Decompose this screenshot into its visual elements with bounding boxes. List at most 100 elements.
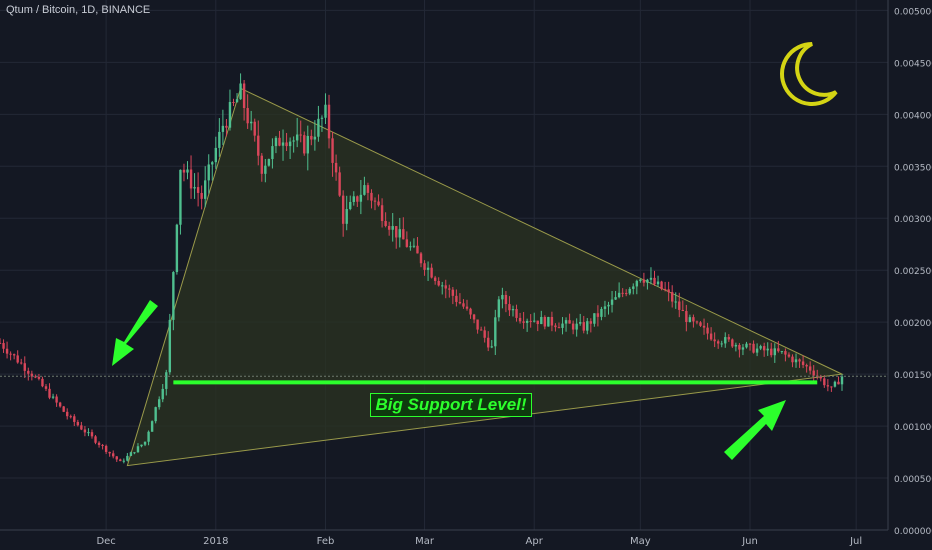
candle-body bbox=[384, 220, 387, 226]
candle-body bbox=[536, 320, 539, 325]
candle-body bbox=[759, 346, 762, 349]
candle-body bbox=[752, 343, 755, 353]
candle-body bbox=[55, 396, 58, 403]
candle-body bbox=[557, 327, 561, 329]
candle-body bbox=[628, 288, 631, 294]
candle-body bbox=[182, 169, 186, 173]
candle-body bbox=[575, 323, 578, 330]
candle-body bbox=[405, 239, 409, 247]
candle-body bbox=[62, 406, 65, 412]
candle-body bbox=[395, 226, 398, 238]
candle-body bbox=[423, 263, 426, 270]
candle-body bbox=[748, 343, 752, 345]
candle-body bbox=[161, 388, 164, 400]
candle-body bbox=[232, 101, 235, 103]
candle-body bbox=[83, 429, 87, 433]
candle-body bbox=[685, 311, 688, 322]
candle-body bbox=[656, 281, 660, 285]
candle-body bbox=[150, 421, 154, 432]
candle-body bbox=[115, 456, 118, 460]
candle-body bbox=[490, 346, 493, 348]
candle-body bbox=[349, 201, 352, 210]
candle-body bbox=[412, 245, 416, 247]
candle-body bbox=[73, 416, 76, 422]
candle-body bbox=[101, 444, 104, 446]
candle-body bbox=[225, 125, 228, 128]
candle-body bbox=[762, 346, 766, 351]
candle-body bbox=[522, 321, 525, 323]
candle-body bbox=[34, 376, 37, 378]
candle-body bbox=[589, 321, 593, 324]
candle-body bbox=[808, 366, 812, 371]
candle-body bbox=[451, 289, 455, 296]
candle-body bbox=[487, 337, 490, 348]
candle-body bbox=[416, 245, 419, 254]
candle-body bbox=[76, 421, 80, 426]
candle-body bbox=[331, 138, 334, 163]
candle-body bbox=[533, 320, 536, 322]
candle-body bbox=[582, 322, 585, 331]
candle-body bbox=[69, 416, 72, 418]
candle-body bbox=[292, 140, 295, 142]
candle-body bbox=[380, 205, 384, 221]
candle-body bbox=[561, 323, 564, 328]
candle-body bbox=[564, 320, 568, 324]
candle-body bbox=[727, 337, 730, 340]
candle-body bbox=[211, 162, 214, 165]
candle-body bbox=[193, 187, 196, 189]
candle-body bbox=[271, 146, 274, 160]
support-label: Big Support Level! bbox=[370, 393, 532, 417]
candle-body bbox=[373, 200, 377, 202]
candle-body bbox=[274, 137, 278, 147]
candle-body bbox=[9, 353, 12, 355]
candle-body bbox=[260, 155, 264, 174]
candles bbox=[0, 73, 844, 464]
candle-body bbox=[242, 83, 246, 109]
candle-body bbox=[770, 348, 773, 356]
candle-body bbox=[0, 342, 2, 344]
candle-body bbox=[5, 348, 9, 354]
x-tick-label: Jun bbox=[741, 536, 758, 547]
candle-body bbox=[80, 425, 83, 430]
candle-body bbox=[745, 343, 748, 348]
candle-body bbox=[97, 442, 101, 445]
candle-body bbox=[579, 322, 582, 324]
candle-body bbox=[837, 381, 840, 385]
candle-body bbox=[621, 292, 624, 294]
candle-body bbox=[540, 317, 543, 325]
candle-body bbox=[830, 386, 833, 388]
candle-body bbox=[299, 134, 302, 136]
candle-body bbox=[741, 347, 745, 350]
candle-body bbox=[819, 376, 822, 379]
x-tick-label: Apr bbox=[526, 536, 544, 547]
candle-body bbox=[214, 147, 218, 163]
candle-body bbox=[112, 453, 115, 457]
candle-body bbox=[119, 459, 122, 462]
candle-body bbox=[426, 267, 430, 270]
candle-body bbox=[363, 185, 366, 195]
candle-body bbox=[462, 303, 465, 307]
candle-body bbox=[713, 339, 716, 342]
candle-body bbox=[133, 452, 136, 454]
candle-body bbox=[200, 192, 203, 199]
candle-body bbox=[568, 320, 571, 324]
candle-body bbox=[66, 411, 69, 417]
candle-body bbox=[285, 142, 288, 147]
candle-body bbox=[196, 187, 200, 193]
candle-body bbox=[122, 460, 126, 462]
candle-body bbox=[327, 104, 331, 139]
candle-body bbox=[812, 370, 815, 376]
candle-body bbox=[465, 306, 469, 309]
candle-body bbox=[667, 289, 670, 293]
candle-body bbox=[377, 201, 380, 206]
candle-body bbox=[172, 272, 175, 320]
candle-body bbox=[479, 329, 483, 331]
candle-body bbox=[787, 354, 791, 357]
moon-icon bbox=[780, 42, 838, 106]
triangle-shape bbox=[126, 87, 844, 467]
candle-body bbox=[472, 314, 476, 320]
candle-body bbox=[310, 135, 313, 140]
candle-body bbox=[387, 225, 391, 230]
candle-body bbox=[257, 135, 260, 156]
